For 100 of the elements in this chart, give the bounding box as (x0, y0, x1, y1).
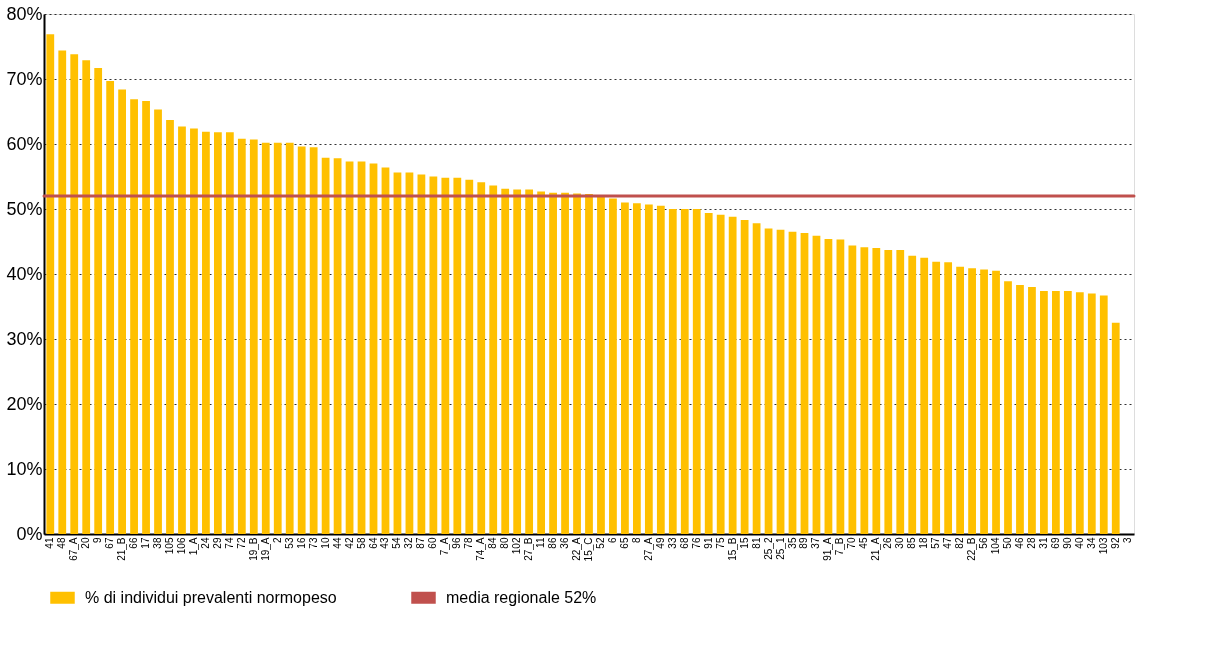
bar (597, 196, 605, 534)
x-tick-label: 75 (714, 537, 726, 549)
bar (740, 220, 749, 534)
x-tick-label: 18 (918, 537, 930, 549)
y-tick-label: 50% (6, 198, 43, 219)
x-tick-label: 40 (1073, 537, 1085, 549)
bar (70, 54, 79, 534)
x-tick-label: 24 (199, 537, 211, 549)
bar (776, 229, 785, 534)
bar (225, 132, 234, 534)
bar (1052, 290, 1060, 534)
bar (872, 248, 881, 534)
bar (788, 231, 797, 534)
x-tick-label: 70 (846, 537, 858, 549)
x-tick-label: 80 (499, 537, 511, 549)
x-tick-label: 56 (978, 537, 990, 549)
x-tick-label: 21_A (870, 537, 882, 561)
bar (848, 245, 857, 534)
bar (273, 142, 282, 534)
bar (752, 223, 761, 534)
x-tick-label: 3 (1121, 537, 1133, 544)
bar (968, 268, 976, 534)
bar (1099, 295, 1108, 534)
x-tick-label: 84 (487, 537, 499, 549)
x-tick-label: 6 (606, 537, 618, 544)
x-tick-label: 21_B (116, 537, 128, 561)
bar (812, 235, 821, 534)
x-tick-label: 90 (1061, 537, 1073, 549)
bar (537, 191, 545, 534)
bar (824, 238, 833, 534)
bar (621, 202, 629, 534)
bar (1028, 287, 1036, 534)
y-tick-label: 0% (16, 523, 43, 544)
x-tick-label: 67_A (68, 537, 80, 561)
bar (118, 89, 126, 534)
x-tick-label: 68 (678, 537, 690, 549)
x-tick-label: 30 (894, 537, 906, 549)
x-tick-label: 48 (56, 537, 68, 549)
x-tick-label: 57 (930, 537, 942, 549)
bar (980, 269, 988, 534)
x-tick-label: 46 (1013, 537, 1025, 549)
x-tick-label: 91_A (822, 537, 834, 561)
x-tick-label: 87 (415, 537, 427, 549)
x-tick-label: 25_2 (762, 537, 774, 560)
x-tick-label: 76 (690, 537, 702, 549)
x-tick-label: 15_B (726, 537, 738, 561)
x-tick-label: 1_A (187, 537, 199, 556)
bar (644, 204, 653, 534)
x-tick-label: 92 (1109, 537, 1121, 549)
x-tick-label: 38 (152, 537, 164, 549)
x-tick-label: 104 (990, 537, 1002, 555)
x-tick-label: 27_A (642, 537, 654, 561)
x-tick-label: 19_B (247, 537, 259, 561)
bar (956, 266, 965, 534)
bar (237, 138, 246, 534)
bar (692, 209, 701, 534)
x-tick-label: 43 (379, 537, 391, 549)
x-tick-label: 66 (128, 537, 140, 549)
bar (82, 60, 91, 534)
x-tick-label: 32 (403, 537, 415, 549)
x-tick-label: 65 (618, 537, 630, 549)
x-tick-label: 102 (511, 537, 523, 555)
x-tick-label: 69 (1049, 537, 1061, 549)
x-tick-label: 25_1 (774, 537, 786, 560)
bar (668, 209, 677, 534)
x-tick-label: 81 (750, 537, 762, 549)
x-tick-label: 36 (559, 537, 571, 549)
bar (764, 228, 773, 534)
bar (716, 214, 725, 534)
bar (680, 209, 689, 534)
bar (932, 261, 941, 534)
x-tick-label: 85 (906, 537, 918, 549)
x-tick-label: 74 (223, 537, 235, 549)
bar (142, 101, 150, 534)
bar (920, 257, 929, 534)
bar (1016, 285, 1024, 534)
bar (190, 128, 198, 534)
y-tick-label: 10% (6, 458, 43, 479)
x-tick-label: 37 (810, 537, 822, 549)
x-tick-label: 29 (211, 537, 223, 549)
bar (1004, 281, 1012, 534)
y-tick-label: 60% (6, 133, 43, 154)
bar (309, 147, 318, 534)
bar (106, 80, 115, 534)
x-tick-label: 33 (666, 537, 678, 549)
x-tick-label: 53 (283, 537, 295, 549)
y-tick-label: 40% (6, 263, 43, 284)
x-tick-label: 35 (786, 537, 798, 549)
y-tick-label: 70% (6, 68, 43, 89)
x-tick-label: 44 (331, 537, 343, 549)
x-tick-label: 11 (535, 537, 547, 548)
bar (860, 247, 869, 534)
x-tick-label: 54 (391, 537, 403, 549)
x-tick-label: 73 (307, 537, 319, 549)
bar (1040, 290, 1048, 534)
x-tick-label: 72 (235, 537, 247, 549)
x-tick-label: 15_C (583, 537, 594, 562)
x-tick-label: 20 (80, 537, 92, 549)
x-tick-label: 89 (798, 537, 810, 549)
x-tick-label: 2 (271, 537, 283, 544)
